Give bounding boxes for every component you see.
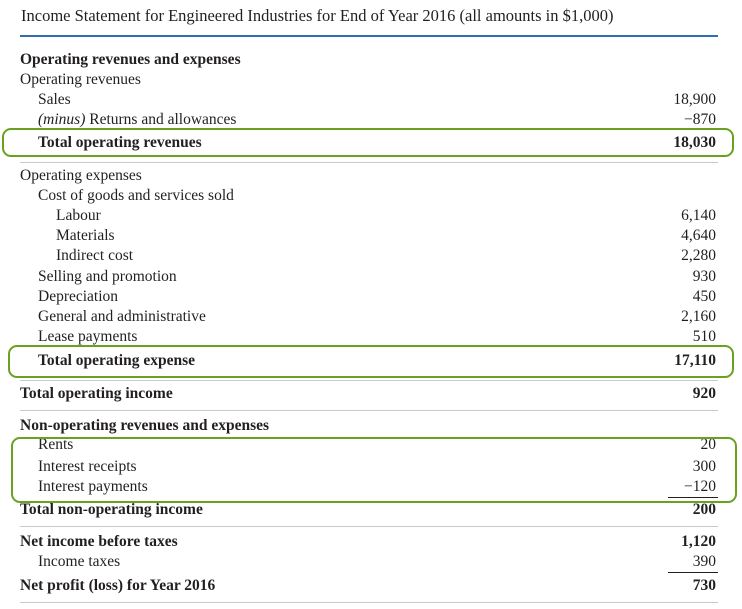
indirect-label: Indirect cost bbox=[56, 247, 134, 264]
row-general: General and administrative 2,160 bbox=[20, 307, 718, 327]
highlight-box-non-operating bbox=[11, 437, 737, 503]
rule-interest-payments bbox=[668, 497, 718, 498]
operating-revenues-label: Operating revenues bbox=[20, 71, 141, 88]
general-value: 2,160 bbox=[681, 308, 716, 325]
row-total-non-operating: Total non-operating income 200 bbox=[20, 500, 718, 520]
total-expense-label: Total operating expense bbox=[38, 352, 196, 369]
interest-receipts-value: 300 bbox=[692, 458, 716, 475]
total-non-operating-label: Total non-operating income bbox=[20, 501, 203, 518]
row-labour: Labour 6,140 bbox=[20, 206, 718, 226]
statement-title: Income Statement for Engineered Industri… bbox=[21, 6, 614, 25]
selling-value: 930 bbox=[692, 268, 716, 285]
cogs-header: Cost of goods and services sold bbox=[20, 186, 718, 206]
divider-operating-income bbox=[20, 380, 718, 381]
rents-label: Rents bbox=[38, 436, 74, 453]
total-income-label: Total operating income bbox=[20, 385, 173, 402]
rents-value: 20 bbox=[700, 436, 717, 453]
row-rents: Rents 20 bbox=[20, 435, 718, 455]
depreciation-label: Depreciation bbox=[38, 288, 119, 305]
income-taxes-label: Income taxes bbox=[38, 553, 121, 570]
row-income-taxes: Income taxes 390 bbox=[20, 552, 718, 572]
title-rule bbox=[20, 35, 718, 37]
total-revenues-value: 18,030 bbox=[673, 134, 716, 151]
lease-value: 510 bbox=[692, 328, 716, 345]
row-selling: Selling and promotion 930 bbox=[20, 267, 718, 287]
net-before-taxes-label: Net income before taxes bbox=[20, 533, 178, 550]
highlight-box-revenues bbox=[2, 128, 734, 157]
total-expense-value: 17,110 bbox=[674, 352, 716, 369]
divider-operating-expenses bbox=[20, 162, 718, 163]
income-taxes-value: 390 bbox=[692, 553, 716, 570]
returns-text: Returns and allowances bbox=[85, 111, 237, 128]
interest-payments-value: −120 bbox=[684, 478, 716, 495]
net-profit-label: Net profit (loss) for Year 2016 bbox=[20, 577, 216, 594]
labour-label: Labour bbox=[56, 207, 101, 224]
operating-expenses-label: Operating expenses bbox=[20, 167, 142, 184]
total-income-value: 920 bbox=[692, 385, 716, 402]
row-returns: (minus) Returns and allowances −870 bbox=[20, 110, 718, 130]
row-lease: Lease payments 510 bbox=[20, 327, 718, 347]
row-interest-receipts: Interest receipts 300 bbox=[20, 457, 718, 477]
returns-value: −870 bbox=[684, 111, 716, 128]
non-operating-header: Non-operating revenues and expenses bbox=[20, 416, 718, 436]
sales-label: Sales bbox=[38, 91, 71, 108]
materials-label: Materials bbox=[56, 227, 115, 244]
row-sales: Sales 18,900 bbox=[20, 90, 718, 110]
row-total-operating-revenues: Total operating revenues 18,030 bbox=[20, 133, 718, 153]
row-depreciation: Depreciation 450 bbox=[20, 287, 718, 307]
operating-revenues-header: Operating revenues bbox=[20, 70, 718, 90]
row-total-operating-income: Total operating income 920 bbox=[20, 384, 718, 404]
operating-expenses-header: Operating expenses bbox=[20, 166, 718, 186]
row-total-operating-expense: Total operating expense 17,110 bbox=[20, 351, 718, 371]
divider-bottom bbox=[20, 602, 718, 603]
section-header-operating: Operating revenues and expenses bbox=[20, 50, 718, 70]
net-before-taxes-value: 1,120 bbox=[681, 533, 716, 550]
net-profit-value: 730 bbox=[692, 577, 716, 594]
materials-value: 4,640 bbox=[681, 227, 716, 244]
interest-receipts-label: Interest receipts bbox=[38, 458, 137, 475]
general-label: General and administrative bbox=[38, 308, 206, 325]
row-net-profit: Net profit (loss) for Year 2016 730 bbox=[20, 576, 718, 596]
section-header-label: Operating revenues and expenses bbox=[20, 51, 241, 68]
cogs-label: Cost of goods and services sold bbox=[38, 187, 234, 204]
divider-non-operating bbox=[20, 410, 718, 411]
lease-label: Lease payments bbox=[38, 328, 138, 345]
row-net-before-taxes: Net income before taxes 1,120 bbox=[20, 532, 718, 552]
total-non-operating-value: 200 bbox=[692, 501, 716, 518]
selling-label: Selling and promotion bbox=[38, 268, 177, 285]
sales-value: 18,900 bbox=[673, 91, 716, 108]
total-revenues-label: Total operating revenues bbox=[38, 134, 202, 151]
indirect-value: 2,280 bbox=[681, 247, 716, 264]
non-operating-label: Non-operating revenues and expenses bbox=[20, 417, 270, 434]
returns-label: (minus) Returns and allowances bbox=[38, 110, 236, 130]
rule-income-taxes bbox=[668, 572, 718, 573]
depreciation-value: 450 bbox=[692, 288, 716, 305]
returns-prefix: (minus) bbox=[38, 111, 86, 128]
row-interest-payments: Interest payments −120 bbox=[20, 477, 718, 497]
row-materials: Materials 4,640 bbox=[20, 226, 718, 246]
interest-payments-label: Interest payments bbox=[38, 478, 148, 495]
divider-net bbox=[20, 526, 718, 527]
highlight-box-expense bbox=[8, 345, 734, 378]
labour-value: 6,140 bbox=[681, 207, 716, 224]
row-indirect-cost: Indirect cost 2,280 bbox=[20, 246, 718, 266]
